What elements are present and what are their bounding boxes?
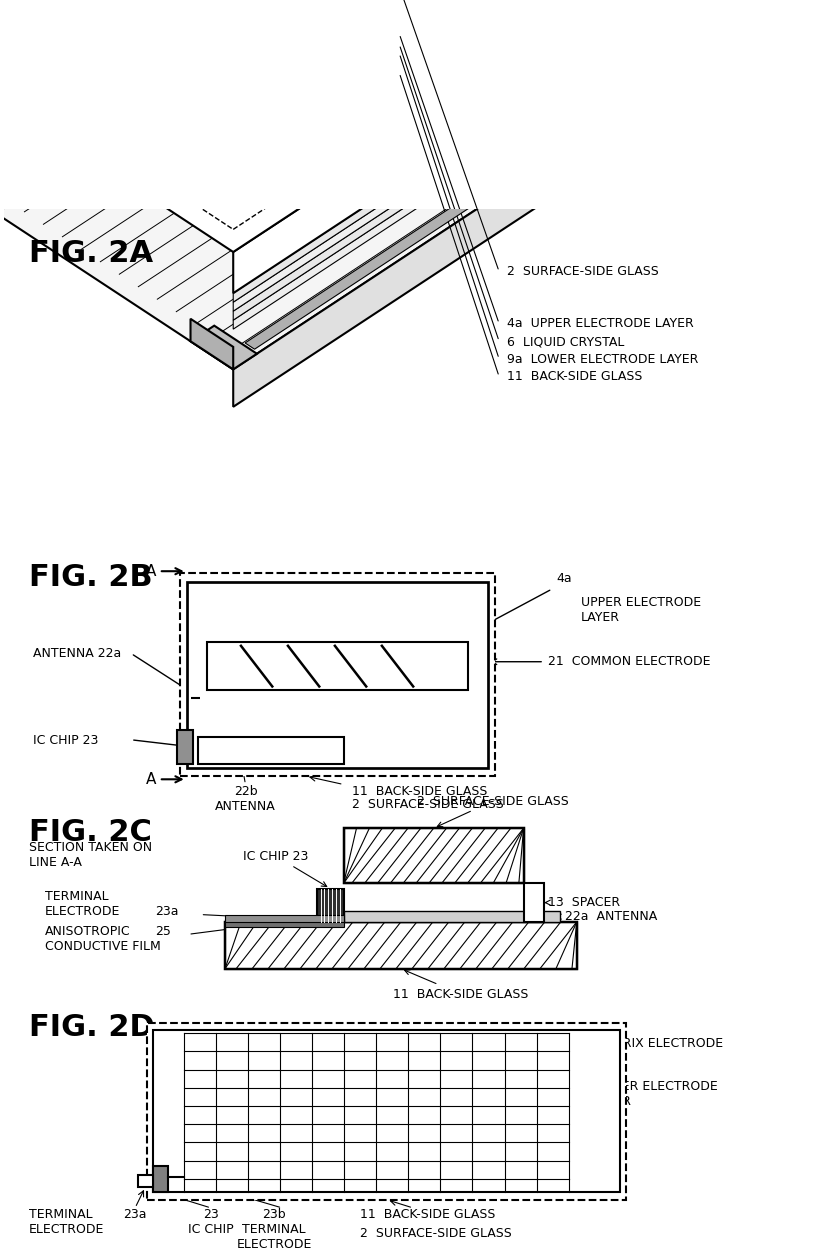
- Text: ANISOTROPIC
CONDUCTIVE FILM: ANISOTROPIC CONDUCTIVE FILM: [45, 925, 161, 954]
- Polygon shape: [20, 0, 518, 252]
- Text: 4a  UPPER ELECTRODE LAYER: 4a UPPER ELECTRODE LAYER: [507, 317, 694, 331]
- Text: TERMINAL
ELECTRODE: TERMINAL ELECTRODE: [45, 889, 121, 918]
- Text: 23
IC CHIP: 23 IC CHIP: [188, 1208, 234, 1235]
- Bar: [187, 581, 488, 767]
- Text: FIG. 2C: FIG. 2C: [29, 818, 151, 847]
- Text: A: A: [145, 772, 182, 788]
- Bar: [316, 888, 344, 922]
- Bar: [147, 1023, 625, 1200]
- Bar: [344, 828, 524, 883]
- Polygon shape: [245, 159, 534, 350]
- Polygon shape: [233, 125, 518, 321]
- Polygon shape: [304, 0, 518, 133]
- Text: 2  SURFACE-SIDE GLASS: 2 SURFACE-SIDE GLASS: [352, 798, 503, 811]
- Polygon shape: [304, 0, 518, 142]
- Text: IC CHIP 23: IC CHIP 23: [243, 849, 326, 887]
- Text: 13  SPACER: 13 SPACER: [545, 896, 620, 910]
- Text: 2  SURFACE-SIDE GLASS: 2 SURFACE-SIDE GLASS: [360, 1227, 511, 1239]
- Bar: [225, 922, 577, 969]
- Text: FIG. 2D: FIG. 2D: [29, 1013, 154, 1042]
- Text: 9a: 9a: [575, 1081, 591, 1093]
- Text: UPPER ELECTRODE
LAYER: UPPER ELECTRODE LAYER: [581, 596, 700, 624]
- Bar: [344, 828, 524, 883]
- Bar: [225, 922, 577, 969]
- Text: 23b
TERMINAL
ELECTRODE: 23b TERMINAL ELECTRODE: [236, 1208, 311, 1250]
- Text: TERMINAL
ELECTRODE: TERMINAL ELECTRODE: [29, 1208, 104, 1235]
- Polygon shape: [304, 0, 518, 106]
- Bar: [153, 1166, 168, 1193]
- Bar: [524, 883, 544, 922]
- Polygon shape: [0, 10, 541, 370]
- Bar: [180, 574, 495, 776]
- Text: LOWER ELECTRODE
LAYER: LOWER ELECTRODE LAYER: [593, 1081, 718, 1108]
- Text: 2  SURFACE-SIDE GLASS: 2 SURFACE-SIDE GLASS: [507, 265, 658, 278]
- Text: FIG. 2A: FIG. 2A: [29, 239, 153, 268]
- Text: IC CHIP 23: IC CHIP 23: [33, 733, 98, 746]
- Polygon shape: [304, 10, 541, 204]
- Polygon shape: [304, 0, 518, 125]
- Text: 9a  LOWER ELECTRODE LAYER: 9a LOWER ELECTRODE LAYER: [507, 352, 698, 366]
- Bar: [207, 642, 468, 691]
- Text: 23a: 23a: [155, 905, 179, 918]
- Polygon shape: [233, 167, 541, 408]
- Text: 4a: 4a: [556, 572, 572, 585]
- Text: FIG. 2B: FIG. 2B: [29, 564, 152, 593]
- Bar: [225, 918, 344, 927]
- Bar: [153, 1030, 620, 1193]
- Text: 22a  ANTENNA: 22a ANTENNA: [556, 911, 657, 923]
- Text: 11  BACK-SIDE GLASS: 11 BACK-SIDE GLASS: [392, 970, 528, 1000]
- Text: 2  SURFACE-SIDE GLASS: 2 SURFACE-SIDE GLASS: [417, 795, 569, 827]
- Text: 11  BACK-SIDE GLASS: 11 BACK-SIDE GLASS: [352, 785, 487, 798]
- Text: 21  COMMON ELECTRODE: 21 COMMON ELECTRODE: [548, 655, 710, 668]
- Polygon shape: [191, 320, 233, 370]
- Text: 23a: 23a: [123, 1208, 146, 1222]
- Bar: [225, 915, 344, 922]
- Bar: [137, 1175, 153, 1188]
- Polygon shape: [191, 326, 257, 370]
- Text: 24  MATRIX ELECTRODE: 24 MATRIX ELECTRODE: [531, 1037, 723, 1055]
- Text: 22b
ANTENNA: 22b ANTENNA: [215, 785, 276, 813]
- Text: ANTENNA 22a: ANTENNA 22a: [33, 647, 121, 660]
- Text: A: A: [145, 564, 182, 579]
- Polygon shape: [233, 65, 518, 293]
- Text: 25: 25: [155, 925, 171, 938]
- Polygon shape: [233, 133, 518, 330]
- Text: 11  BACK-SIDE GLASS: 11 BACK-SIDE GLASS: [360, 1208, 495, 1222]
- Text: SECTION TAKEN ON
LINE A-A: SECTION TAKEN ON LINE A-A: [29, 840, 152, 869]
- Polygon shape: [233, 106, 518, 302]
- Bar: [344, 912, 560, 922]
- Polygon shape: [233, 116, 518, 312]
- Polygon shape: [304, 0, 518, 116]
- Text: 11  BACK-SIDE GLASS: 11 BACK-SIDE GLASS: [507, 370, 643, 384]
- Text: 6  LIQUID CRYSTAL: 6 LIQUID CRYSTAL: [507, 335, 624, 348]
- Bar: [177, 731, 193, 764]
- Bar: [198, 737, 344, 764]
